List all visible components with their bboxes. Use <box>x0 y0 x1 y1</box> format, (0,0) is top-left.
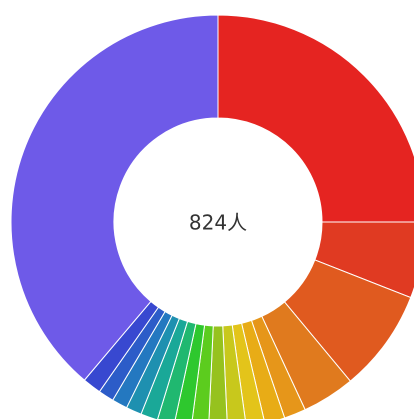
donut-slice <box>217 14 414 223</box>
donut-slice <box>10 14 219 381</box>
center-label: 824人 <box>189 211 247 235</box>
